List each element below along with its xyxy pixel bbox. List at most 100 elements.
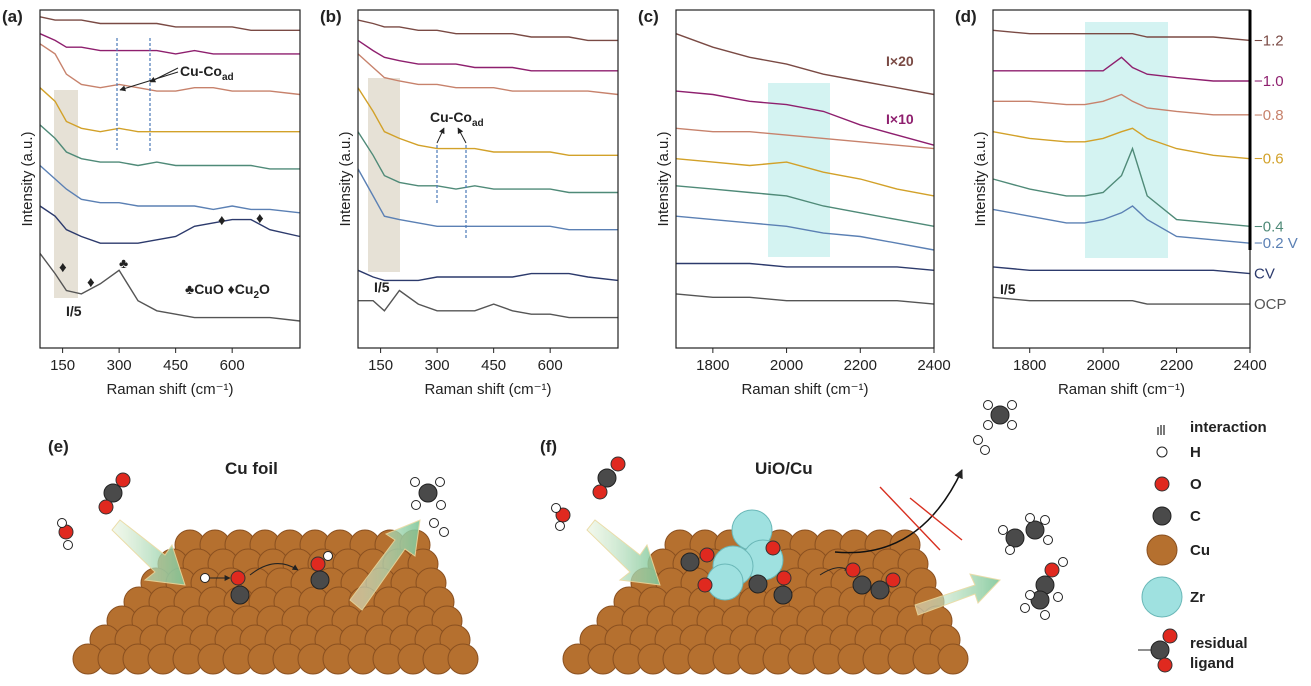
atom xyxy=(200,573,210,583)
atom xyxy=(983,420,993,430)
x-tick-label: 150 xyxy=(368,357,393,374)
legend-label: interaction xyxy=(1190,419,1267,436)
plot-frame xyxy=(39,9,301,349)
x-axis-label: Raman shift (cm⁻¹) xyxy=(1058,381,1185,398)
atom xyxy=(706,563,744,601)
atom xyxy=(103,483,123,503)
spectrum xyxy=(357,168,618,231)
atom xyxy=(885,572,901,588)
atom xyxy=(870,580,890,600)
shade xyxy=(768,83,830,257)
annotation: I×20 xyxy=(886,53,914,69)
panel-label: (f) xyxy=(540,437,557,456)
atom xyxy=(555,521,565,531)
series-label: −0.2 V xyxy=(1254,235,1298,252)
annotation: I×10 xyxy=(886,111,914,127)
spectrum xyxy=(992,29,1251,42)
legend-label: ligand xyxy=(1190,655,1234,672)
legend-label: Zr xyxy=(1190,589,1205,606)
x-tick-label: 2200 xyxy=(1160,357,1193,374)
marker-symbol: ♦ xyxy=(59,259,67,276)
spectrum xyxy=(357,19,618,42)
x-tick-label: 300 xyxy=(107,357,132,374)
plot-frame xyxy=(357,9,619,349)
series-label: −0.8 xyxy=(1254,107,1284,124)
atom xyxy=(411,500,421,510)
annotation-text: Cu-Co xyxy=(180,63,222,79)
spectrum xyxy=(675,185,935,227)
spectrum xyxy=(358,289,618,319)
x-tick-label: 450 xyxy=(163,357,188,374)
x-axis-label: Raman shift (cm⁻¹) xyxy=(106,381,233,398)
spectrum xyxy=(39,33,300,55)
spectrum xyxy=(675,158,935,197)
spectrum xyxy=(675,127,935,150)
spectrum xyxy=(39,87,300,133)
arrow xyxy=(834,469,963,554)
atom xyxy=(1044,562,1060,578)
x-tick-label: 2000 xyxy=(1086,357,1119,374)
spectrum xyxy=(675,215,935,251)
spectrum xyxy=(357,39,618,72)
panel-label: (d) xyxy=(955,7,977,26)
legend: interaction H O C Cu Zr residual ligand xyxy=(1138,419,1267,673)
spectrum xyxy=(39,43,301,96)
atom xyxy=(973,435,983,445)
atom xyxy=(551,503,561,513)
atom xyxy=(697,577,713,593)
annotation: I/5 xyxy=(374,279,390,295)
legend-label: O xyxy=(1190,476,1202,493)
x-tick-label: 2400 xyxy=(1233,357,1266,374)
atom xyxy=(323,551,333,561)
atom xyxy=(1040,515,1050,525)
annotation-text: Cu-Co xyxy=(430,109,472,125)
atom xyxy=(1025,590,1035,600)
atom xyxy=(418,483,438,503)
atom xyxy=(845,562,861,578)
schematic-title: UiO/Cu xyxy=(755,459,813,478)
annotation: ♣CuO ♦Cu2O xyxy=(185,281,270,301)
atom xyxy=(699,547,715,563)
atom xyxy=(1040,610,1050,620)
legend-label: residual xyxy=(1190,635,1248,652)
atom xyxy=(597,468,617,488)
cross xyxy=(879,486,941,551)
atom xyxy=(1007,400,1017,410)
series-label: −1.0 xyxy=(1254,73,1284,90)
spectrum xyxy=(357,87,618,156)
atom xyxy=(230,570,246,586)
atom xyxy=(980,445,990,455)
x-tick-label: 300 xyxy=(425,357,450,374)
atom xyxy=(983,400,993,410)
x-tick-label: 2200 xyxy=(844,357,877,374)
marker-symbol: ♦ xyxy=(256,210,264,227)
annotation-sub: 2 xyxy=(253,290,259,301)
x-tick-label: 1800 xyxy=(1013,357,1046,374)
spectrum xyxy=(39,164,301,214)
marker-symbol: ♦ xyxy=(87,274,95,291)
marker-symbol: ♣ xyxy=(119,255,128,271)
flow-arrow xyxy=(349,519,421,611)
atom xyxy=(852,575,872,595)
atom xyxy=(937,643,969,675)
atom xyxy=(57,518,67,528)
arrow xyxy=(249,563,299,576)
panel-label: (c) xyxy=(638,7,659,26)
atom xyxy=(1020,603,1030,613)
atom xyxy=(436,500,446,510)
legend-label: H xyxy=(1190,444,1201,461)
atom xyxy=(1025,513,1035,523)
spectrum xyxy=(39,252,301,322)
y-axis-label: Intensity (a.u.) xyxy=(972,131,989,226)
x-tick-label: 150 xyxy=(50,357,75,374)
annotation-arrows xyxy=(119,67,467,144)
spectrum xyxy=(992,146,1251,227)
schematics xyxy=(57,400,1068,675)
series-label: CV xyxy=(1254,266,1275,283)
atom xyxy=(748,574,768,594)
series-label: OCP xyxy=(1254,296,1287,313)
annotation: I/5 xyxy=(1000,281,1016,297)
schematic-title: Cu foil xyxy=(225,459,278,478)
atom xyxy=(592,484,608,500)
y-axis-label: Intensity (a.u.) xyxy=(19,131,36,226)
